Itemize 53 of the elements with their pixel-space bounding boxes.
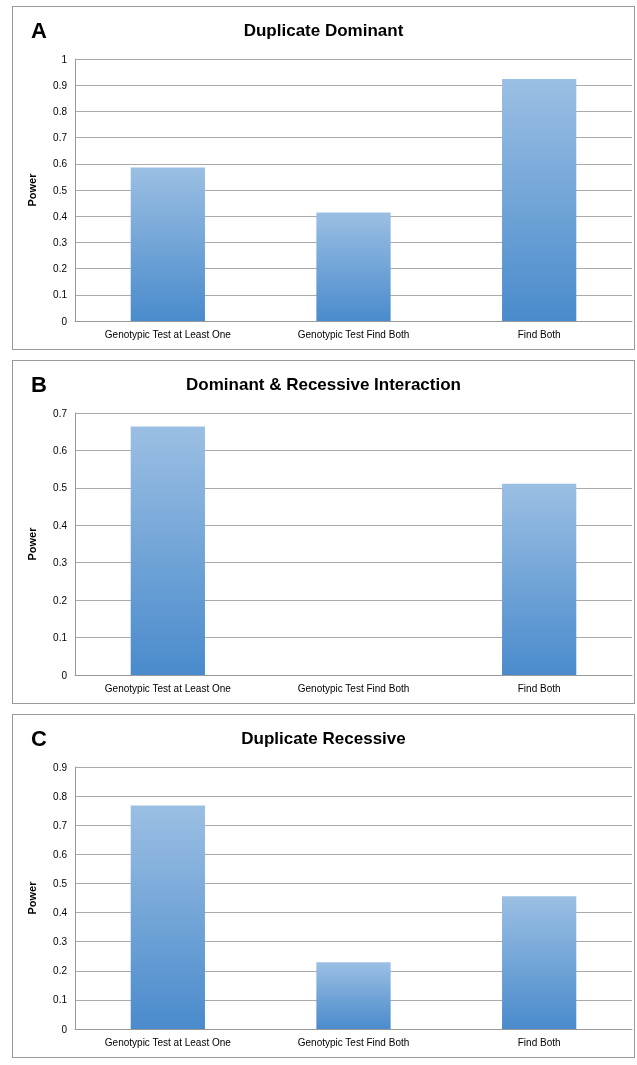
y-tick-label: 0.3 [53,936,68,948]
y-tick-label: 0.1 [53,289,68,301]
bar [502,896,577,1029]
y-tick-label: 0.9 [53,761,68,773]
y-tick-label: 0.6 [53,848,68,860]
x-tick-label: Find Both [517,328,561,340]
y-tick-label: 0.7 [53,132,68,144]
x-tick-label: Genotypic Test Find Both [297,1036,410,1048]
y-tick-label: 0.1 [53,632,68,644]
y-tick-label: 0.5 [53,184,68,196]
y-tick-label: 0.1 [53,994,68,1006]
bar [316,212,391,321]
y-tick-label: 0.7 [53,407,68,419]
y-tick-label: 0 [61,1023,68,1035]
chart-title: Duplicate Dominant [243,21,404,40]
y-axis-title: Power [25,526,38,561]
x-tick-label: Find Both [517,682,561,694]
x-tick-label: Genotypic Test Find Both [297,328,410,340]
x-tick-label: Genotypic Test at Least One [104,328,232,340]
chart-title: Dominant & Recessive Interaction [186,375,461,394]
y-tick-label: 1 [61,53,68,65]
x-tick-label: Genotypic Test Find Both [297,682,410,694]
text: C [31,725,47,751]
x-tick-label: Genotypic Test at Least One [104,1036,232,1048]
y-tick-label: 0.4 [53,519,68,531]
y-tick-label: 0.2 [53,594,68,606]
y-tick-label: 0.2 [53,965,68,977]
y-tick-label: 0 [61,315,68,327]
y-tick-label: 0.5 [53,482,68,494]
y-axis-title: Power [25,880,38,915]
bar [502,78,577,321]
bar [316,962,391,1029]
y-tick-label: 0.2 [53,263,68,275]
bar [130,167,205,321]
text: B [31,371,47,397]
y-tick-label: 0.4 [53,907,68,919]
x-tick-label: Genotypic Test at Least One [104,682,232,694]
y-tick-label: 0.3 [53,236,68,248]
y-tick-label: 0 [61,669,68,681]
x-tick-label: Find Both [517,1036,561,1048]
y-tick-label: 0.4 [53,210,68,222]
y-tick-label: 0.8 [53,790,68,802]
y-tick-label: 0.7 [53,819,68,831]
y-axis-title: Power [25,172,38,207]
y-tick-label: 0.6 [53,158,68,170]
y-tick-label: 0.5 [53,877,68,889]
y-tick-label: 0.3 [53,557,68,569]
chart-title: Duplicate Recessive [241,729,406,748]
text: A [31,17,47,43]
bar [130,805,205,1029]
y-tick-label: 0.8 [53,105,68,117]
y-tick-label: 0.9 [53,79,68,91]
y-tick-label: 0.6 [53,444,68,456]
